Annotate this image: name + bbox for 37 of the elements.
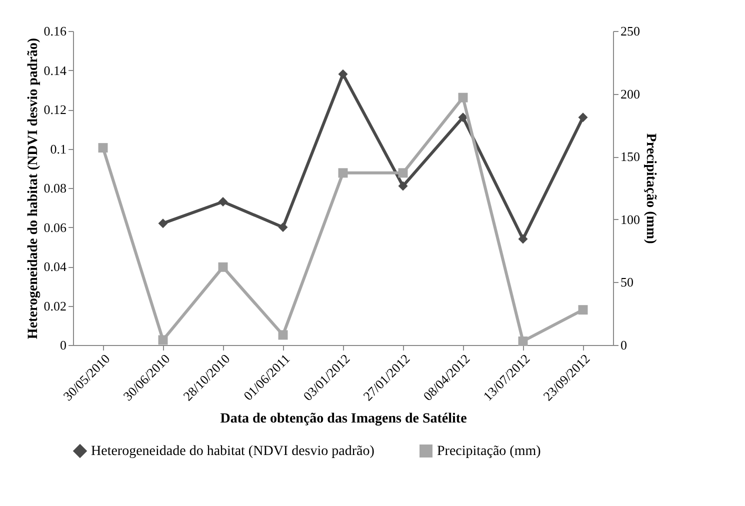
point: [218, 262, 228, 272]
y-tick-label: 0.04: [44, 259, 67, 274]
x-axis-title: Data de obtenção das Imagens de Satélite: [220, 412, 467, 427]
point: [98, 143, 108, 153]
y2-tick-label: 0: [620, 338, 627, 352]
y2-tick-label: 150: [620, 149, 640, 164]
legend-label: Heterogeneidade do habitat (NDVI desvio padrão): [91, 444, 375, 459]
point: [338, 168, 348, 178]
y-axis-title: Heterogeneidade do habitat (NDVI desvio padrão): [26, 38, 41, 340]
point: [458, 92, 468, 102]
point: [338, 69, 348, 79]
y-tick-label: 0.12: [44, 102, 66, 117]
point: [518, 336, 528, 346]
y-tick-label: 0.06: [44, 220, 67, 235]
point: [278, 330, 288, 340]
point: [158, 335, 168, 345]
y2-tick-label: 100: [620, 212, 640, 227]
y2-axis-title: Precipitação (mm): [643, 133, 658, 244]
y-tick-label: 0.08: [44, 180, 66, 196]
point: [398, 181, 408, 191]
point: [518, 234, 528, 244]
point: [158, 218, 168, 228]
y2-tick-label: 50: [620, 274, 634, 290]
y-tick-label: 0.16: [44, 24, 67, 38]
y-tick-label: 0: [60, 338, 66, 352]
point: [218, 196, 228, 206]
point: [398, 168, 408, 178]
point: [458, 112, 468, 122]
y-tick-label: 0.14: [44, 62, 67, 78]
y-tick-label: 0.1: [50, 141, 66, 156]
legend-label: Precipitação (mm): [437, 444, 542, 459]
y2-tick-label: 200: [620, 86, 640, 102]
point: [578, 305, 588, 315]
point: [578, 112, 588, 122]
point: [278, 222, 288, 232]
y-tick-label: 0.02: [44, 298, 66, 314]
y2-tick-label: 250: [620, 24, 640, 38]
